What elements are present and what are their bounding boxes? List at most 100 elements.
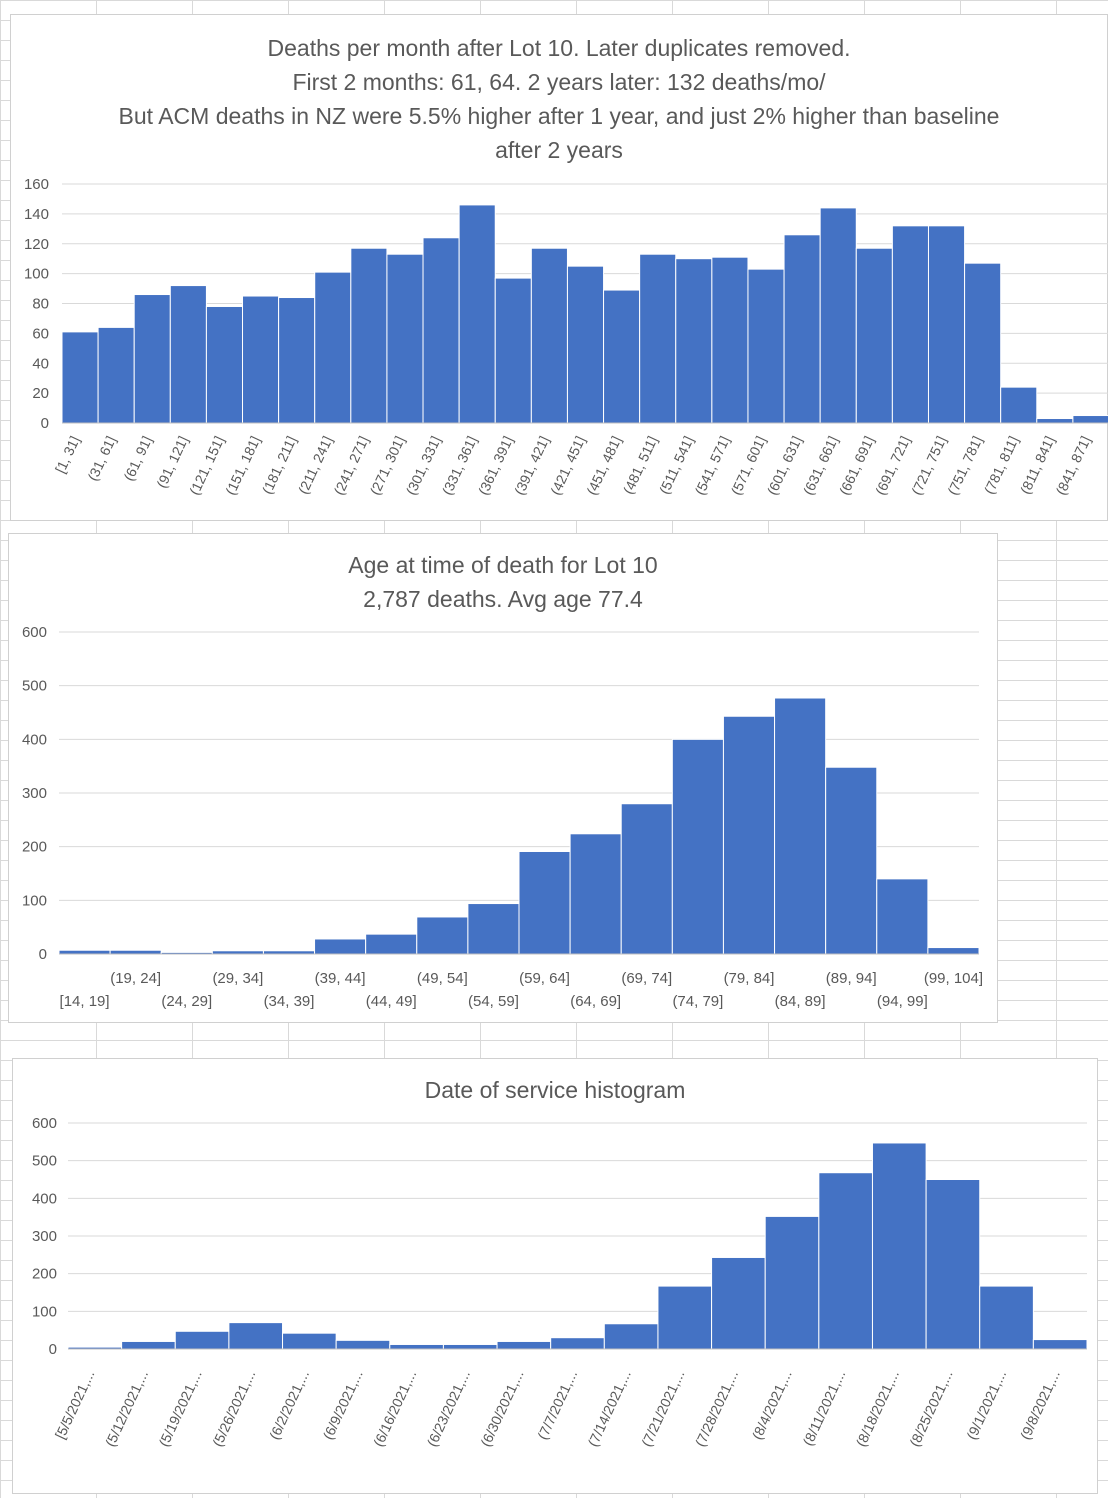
bar — [442, 1343, 498, 1350]
x-tick-label: (511, 541] — [656, 434, 697, 497]
x-tick-label: (631, 661] — [800, 434, 841, 498]
bar — [458, 204, 496, 424]
x-tick-label: (121, 151] — [186, 434, 227, 498]
title-line: Date of service histogram — [424, 1077, 686, 1103]
bar — [825, 766, 878, 955]
bar — [494, 277, 532, 424]
bar — [620, 803, 673, 955]
x-tick-label: (74, 79] — [672, 993, 723, 1010]
y-tick-label: 500 — [32, 1153, 57, 1170]
y-tick-label: 400 — [22, 731, 47, 748]
x-tick-label: (361, 391] — [475, 434, 516, 498]
bar — [675, 258, 713, 424]
x-tick-label: (7/21/2021,... — [638, 1368, 687, 1450]
bar — [242, 295, 280, 424]
deaths-per-month-chart: Deaths per month after Lot 10. Later dup… — [10, 14, 1108, 521]
bar — [925, 1179, 981, 1350]
title-line: 2,787 deaths. Avg age 77.4 — [363, 586, 643, 612]
bar — [174, 1330, 230, 1350]
x-tick-label: (241, 271] — [330, 434, 371, 498]
age-at-death-chart: Age at time of death for Lot 10 2,787 de… — [8, 533, 998, 1023]
bar — [927, 947, 980, 955]
title-line: Deaths per month after Lot 10. Later dup… — [267, 35, 851, 61]
bar — [603, 1323, 659, 1350]
bar — [603, 289, 641, 424]
y-tick-label: 200 — [22, 839, 47, 856]
y-tick-label: 80 — [32, 296, 49, 313]
x-tick-label: (721, 751] — [908, 434, 949, 498]
x-tick-label: (8/11/2021,... — [799, 1368, 848, 1449]
x-tick-label: (6/16/2021,... — [370, 1368, 419, 1450]
y-tick-label: 140 — [24, 206, 49, 223]
x-tick-label: (91, 121] — [153, 434, 191, 491]
chart-title: Deaths per month after Lot 10. Later dup… — [11, 31, 1107, 167]
bar — [422, 237, 460, 424]
x-tick-label: (9/1/2021,... — [963, 1368, 1009, 1442]
plot-area: 0 100 200 300 400 500 600 [5/5/2021,... (5/12/20… — [32, 1115, 1088, 1450]
plot-area: 0 20 40 60 80 100 120 140 160 [1, 31] (31, 61] (61,… — [24, 176, 1108, 498]
x-tick-label: (811, 841] — [1017, 434, 1058, 497]
x-tick-label: (211, 241] — [295, 434, 336, 497]
bar — [335, 1339, 391, 1350]
x-tick-label: (39, 44] — [315, 970, 366, 987]
bar — [365, 933, 418, 955]
x-tick-label: (8/18/2021,... — [853, 1368, 902, 1450]
plot-area: 0 100 200 300 400 500 600 [14, 19](19, 24](24, … — [22, 624, 983, 1010]
bar — [566, 265, 605, 424]
x-tick-label: (7/14/2021,... — [584, 1368, 633, 1450]
y-tick-label: 40 — [32, 355, 49, 372]
x-tick-label: (6/2/2021,... — [266, 1368, 312, 1442]
bar — [58, 949, 111, 955]
bar — [855, 247, 893, 424]
x-tick-label: (781, 811] — [981, 434, 1022, 497]
bar — [927, 225, 966, 424]
x-tick-label: (151, 181] — [222, 434, 263, 498]
bar — [871, 1142, 927, 1350]
x-tick-label: (7/28/2021,... — [692, 1368, 741, 1450]
x-tick-label: (89, 94] — [826, 970, 877, 987]
x-tick-label: (5/12/2021,... — [102, 1368, 151, 1450]
bar — [657, 1285, 713, 1350]
x-tick-label: (331, 361] — [439, 434, 480, 498]
title-line: Age at time of death for Lot 10 — [348, 552, 658, 578]
bar — [747, 268, 785, 424]
x-tick-label: (691, 721] — [872, 434, 913, 498]
x-tick-label: (19, 24] — [110, 970, 161, 987]
x-tick-label: [1, 31] — [52, 434, 83, 476]
x-tick-label: (24, 29] — [161, 993, 212, 1010]
chart-title: Age at time of death for Lot 10 2,787 de… — [9, 548, 997, 616]
title-line: First 2 months: 61, 64. 2 years later: 1… — [292, 69, 826, 95]
x-tick-label: (301, 331] — [403, 434, 444, 498]
x-tick-label: (9/8/2021,... — [1017, 1368, 1063, 1442]
y-tick-label: 100 — [22, 892, 47, 909]
bar — [389, 1343, 444, 1350]
bar — [496, 1340, 552, 1350]
bar — [314, 271, 352, 424]
x-tick-label: (99, 104] — [924, 970, 983, 987]
bar — [711, 256, 749, 424]
y-tick-label: 500 — [22, 678, 47, 695]
bar — [121, 1340, 176, 1350]
y-tick-label: 100 — [24, 266, 49, 283]
bar — [282, 1332, 337, 1350]
x-tick-label: (5/19/2021,... — [155, 1368, 204, 1450]
x-tick-label: (451, 481] — [583, 434, 624, 498]
x-tick-label: (6/30/2021,... — [477, 1368, 526, 1450]
y-tick-label: 400 — [32, 1190, 57, 1207]
x-tick-label: (64, 69] — [570, 993, 621, 1010]
x-tick-label: (84, 89] — [775, 993, 826, 1010]
x-tick-label: (5/26/2021,... — [209, 1368, 258, 1450]
bar — [530, 247, 568, 424]
title-line: But ACM deaths in NZ were 5.5% higher af… — [118, 103, 1000, 129]
x-tick-label: (59, 64] — [519, 970, 570, 987]
x-tick-label: (181, 211] — [259, 434, 300, 497]
x-tick-label: (29, 34] — [212, 970, 263, 987]
x-tick-label: (6/9/2021,... — [320, 1368, 366, 1442]
bar — [819, 207, 857, 424]
x-tick-label: [5/5/2021,... — [52, 1368, 98, 1442]
bar — [1036, 418, 1074, 424]
bar — [228, 1322, 284, 1350]
y-tick-label: 160 — [24, 176, 49, 193]
date-of-service-chart: Date of service histogram 0 100 200 300 400 5… — [12, 1058, 1098, 1494]
bar — [550, 1337, 605, 1350]
